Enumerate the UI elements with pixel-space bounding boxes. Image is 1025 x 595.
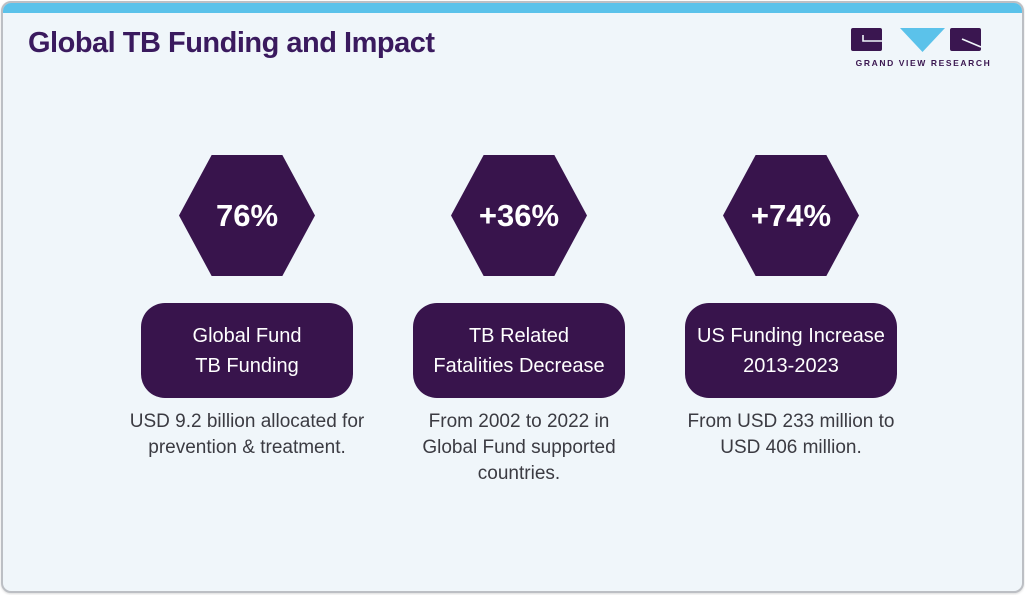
stat-label-line: Global Fund (192, 324, 302, 347)
hexagon-badge: 76% (179, 155, 315, 276)
stat-description: USD 9.2 billion allocated for prevention… (130, 409, 364, 461)
description-line: From USD 233 million to (687, 411, 895, 432)
stat-value: 76% (215, 197, 279, 233)
brand-name: GRAND VIEW RESEARCH (855, 58, 992, 68)
description-line: prevention & treatment. (148, 437, 346, 458)
stat-label-line: TB Related (468, 324, 570, 347)
top-accent-bar (3, 3, 1022, 13)
stat-label-line: US Funding Increase (697, 324, 885, 347)
stat-value: +74% (750, 197, 832, 233)
page-title: Global TB Funding and Impact (28, 27, 435, 59)
stat-column-fatalities: +36% TB Related Fatalities Decrease From… (394, 155, 644, 487)
description-line: USD 9.2 billion allocated for (129, 411, 365, 432)
hexagon-badge: +74% (723, 155, 859, 276)
stat-label-line: Fatalities Decrease (433, 354, 605, 377)
stat-label-line: TB Funding (195, 354, 299, 377)
hexagon-badge: +36% (451, 155, 587, 276)
stat-label-box: US Funding Increase 2013-2023 (685, 303, 897, 398)
stat-column-global-fund: 76% Global Fund TB Funding USD 9.2 billi… (122, 155, 372, 487)
stat-column-us-funding: +74% US Funding Increase 2013-2023 From … (666, 155, 916, 487)
stat-label-box: Global Fund TB Funding (141, 303, 353, 398)
stat-value: +36% (478, 197, 560, 233)
stat-label-line: 2013-2023 (743, 354, 839, 377)
description-line: USD 406 million. (720, 437, 862, 458)
stat-description: From USD 233 million to USD 406 million. (688, 409, 895, 461)
description-line: Global Fund supported (422, 437, 616, 458)
brand-logo: GRAND VIEW RESEARCH (851, 27, 996, 68)
description-line: From 2002 to 2022 in (428, 411, 610, 432)
gvr-logo-icon (851, 28, 982, 52)
stats-row: 76% Global Fund TB Funding USD 9.2 billi… (3, 155, 1022, 487)
stat-label-box: TB Related Fatalities Decrease (413, 303, 625, 398)
stat-description: From 2002 to 2022 in Global Fund support… (422, 409, 615, 487)
description-line: countries. (477, 463, 561, 484)
